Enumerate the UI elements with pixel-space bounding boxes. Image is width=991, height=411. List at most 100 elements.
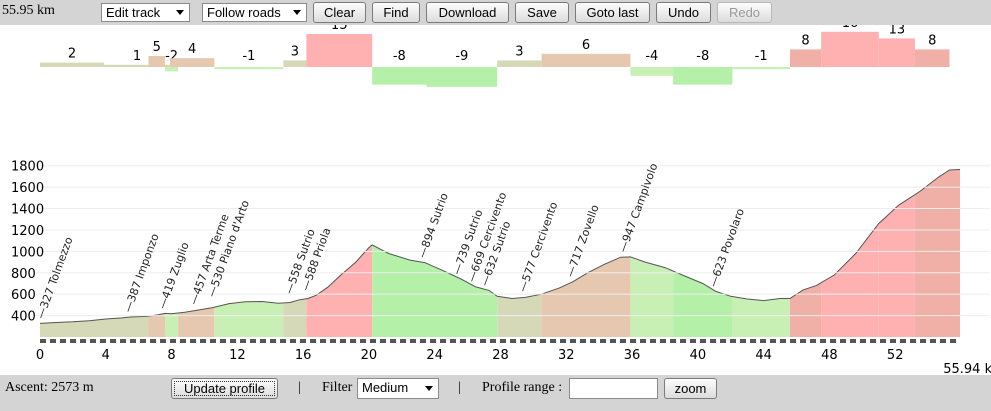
grade-bar [214, 67, 284, 70]
chevron-down-icon [425, 386, 433, 391]
x-tick-label: 28 [492, 348, 509, 363]
download-button[interactable]: Download [426, 2, 509, 23]
x-end-label: 55.94 km [943, 362, 991, 375]
x-tick-label: 44 [755, 348, 772, 363]
top-toolbar: 55.95 km Edit track Follow roads Clear F… [0, 0, 991, 25]
grade-label: 2 [68, 47, 76, 62]
x-tick-label: 52 [887, 348, 904, 363]
x-tick-label: 20 [361, 348, 378, 363]
mode-select[interactable]: Edit track [101, 3, 190, 22]
grade-label: 4 [188, 42, 196, 57]
y-tick-label: 1600 [11, 181, 44, 196]
grade-bar [169, 58, 215, 67]
grade-bar [673, 67, 733, 85]
clear-button[interactable]: Clear [313, 2, 366, 23]
x-tick-label: 40 [690, 348, 707, 363]
waypoint-label: —947 Campivolo [616, 161, 660, 254]
grade-label: 6 [582, 38, 590, 53]
goto-last-button[interactable]: Goto last [575, 2, 650, 23]
profile-segment [178, 307, 215, 337]
waypoint-label: —623 Povolaro [707, 206, 748, 288]
grade-label: 16 [842, 25, 859, 31]
y-axis: 400 600 800 1000 1200 1400 1600 1800 [11, 160, 990, 325]
filter-select[interactable]: Medium [357, 378, 439, 399]
grade-label: 15 [331, 25, 348, 33]
save-button[interactable]: Save [515, 2, 569, 23]
grade-label: 8 [928, 33, 936, 48]
separator: | [458, 380, 461, 395]
x-tick-label: 32 [558, 348, 575, 363]
profile-segment [214, 301, 284, 337]
grade-label: -4 [645, 49, 658, 64]
routing-select[interactable]: Follow roads [202, 3, 307, 22]
profile-segment [148, 313, 165, 337]
grade-bar [283, 60, 307, 67]
profile-segment [283, 298, 307, 337]
grade-label: -8 [393, 49, 406, 64]
filter-label: Filter [322, 380, 353, 395]
redo-button[interactable]: Redo [717, 2, 772, 23]
x-tick-label: 24 [426, 348, 443, 363]
profile-segment [821, 223, 879, 337]
grade-bar [40, 62, 105, 67]
grade-bar [630, 67, 674, 76]
profile-segment [914, 169, 960, 337]
grade-label: -8 [696, 49, 709, 64]
separator: | [298, 380, 301, 395]
grade-bar [878, 38, 915, 67]
grade-bar [104, 64, 170, 67]
chevron-down-icon [293, 10, 301, 15]
zoom-button[interactable]: zoom [664, 378, 717, 399]
routing-select-value: Follow roads [207, 5, 281, 20]
profile-segment [732, 296, 790, 337]
undo-button[interactable]: Undo [656, 2, 711, 23]
grade-label: 1 [133, 49, 141, 64]
grade-bar [914, 49, 950, 67]
y-tick-label: 600 [11, 288, 36, 303]
x-tick-label: 16 [295, 348, 312, 363]
profile-area [39, 169, 961, 337]
grade-label: 3 [515, 44, 523, 59]
y-tick-label: 1200 [11, 224, 44, 239]
x-tick-label: 4 [102, 348, 110, 363]
grade-label: 3 [291, 44, 299, 59]
x-tick-label: 36 [624, 348, 641, 363]
grade-bar [821, 31, 879, 67]
grade-bar [372, 67, 427, 85]
grade-bar [732, 67, 790, 70]
mode-select-value: Edit track [106, 5, 161, 20]
profile-range-input[interactable] [569, 378, 658, 399]
grade-bar [541, 53, 631, 67]
filter-select-value: Medium [362, 380, 409, 395]
profile-segment [164, 313, 179, 337]
grade-label: -1 [242, 49, 255, 64]
y-tick-label: 1000 [11, 245, 44, 260]
y-tick-label: 1800 [11, 160, 44, 175]
grade-bar [306, 34, 373, 67]
grade-label: -1 [755, 49, 768, 64]
profile-segment [372, 244, 498, 337]
x-tick-label: 0 [36, 348, 44, 363]
update-profile-button[interactable]: Update profile [171, 378, 278, 399]
profile-segment [541, 256, 631, 337]
profile-line [39, 169, 961, 324]
profile-segment [789, 282, 822, 337]
x-tick-label: 8 [167, 348, 175, 363]
grade-label: 8 [801, 33, 809, 48]
x-tick-label: 48 [821, 348, 838, 363]
y-tick-label: 400 [11, 310, 36, 325]
grade-bar [426, 67, 498, 87]
chevron-down-icon [176, 10, 184, 15]
profile-segment [306, 244, 373, 337]
profile-segment [40, 316, 149, 337]
grade-bar [789, 49, 822, 67]
waypoint-label: —717 Zovello [564, 203, 602, 279]
grade-bar [148, 56, 165, 67]
y-tick-label: 800 [11, 267, 36, 282]
waypoint-label: —894 Sutrio [415, 191, 451, 260]
find-button[interactable]: Find [372, 2, 420, 23]
ascent-text: Ascent: 2573 m [5, 380, 94, 395]
